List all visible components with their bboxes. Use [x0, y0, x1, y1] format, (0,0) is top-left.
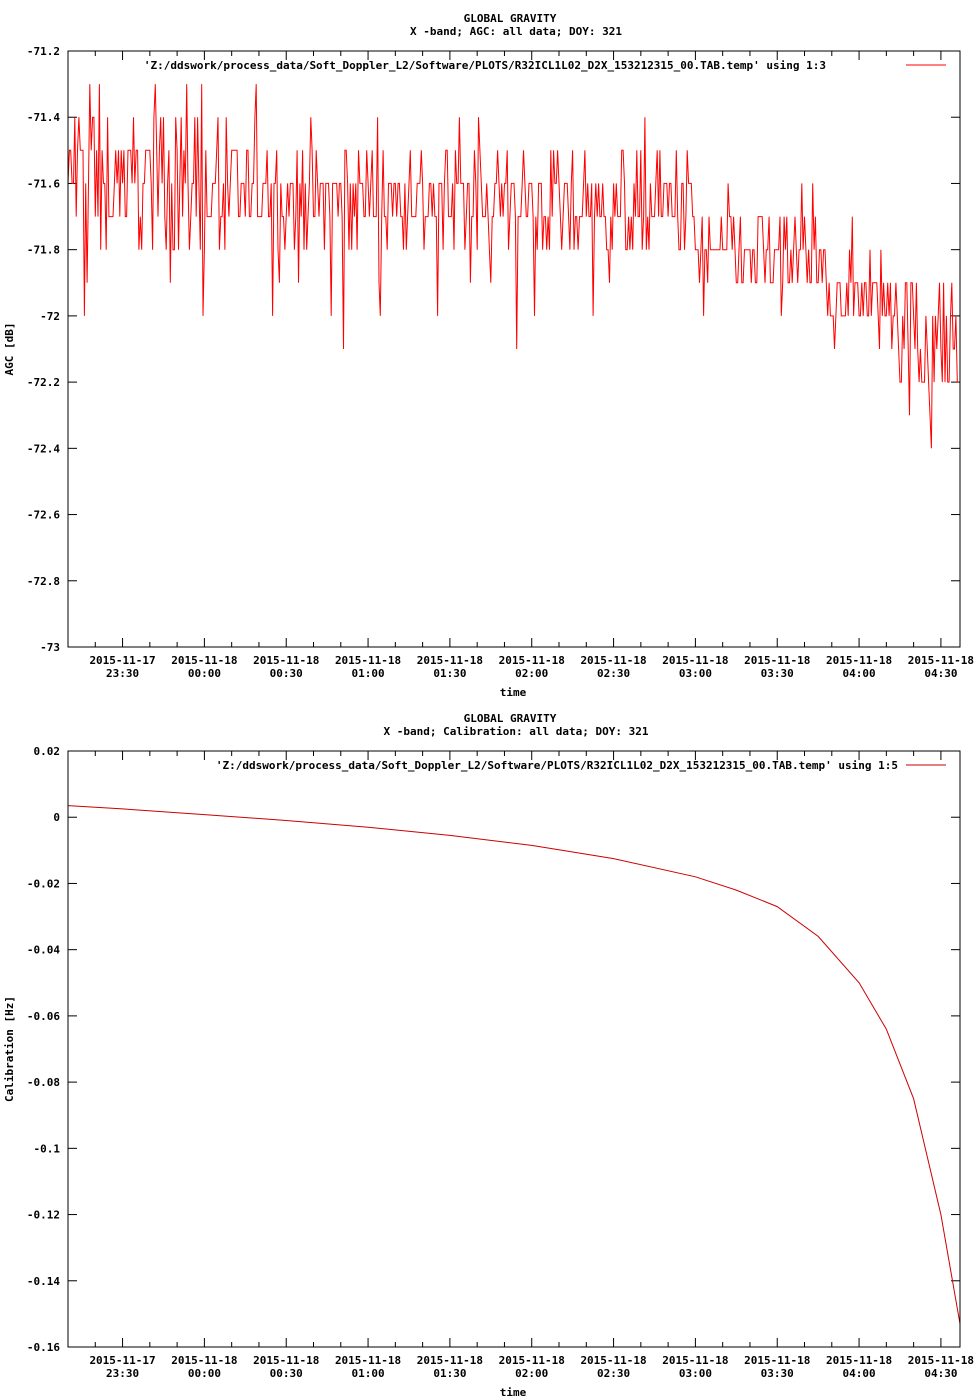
calibration-ytick-label: -0.12 [27, 1209, 60, 1222]
calibration-ytick-label: -0.06 [27, 1010, 60, 1023]
agc-xtick-time: 23:30 [106, 667, 139, 680]
calibration-xtick-time: 00:00 [188, 1367, 221, 1380]
agc-x-axis-label: time [500, 686, 527, 699]
calibration-xtick-time: 02:00 [515, 1367, 548, 1380]
agc-xtick-date: 2015-11-17 [89, 654, 155, 667]
agc-xtick-time: 04:00 [843, 667, 876, 680]
agc-ytick-label: -71.6 [27, 177, 60, 190]
agc-axis-ticks: -71.2 -71.4 -71.6 -71.8 -72 -72.2 -72.4 -72.6 -7… [27, 45, 974, 680]
agc-xtick-time: 02:00 [515, 667, 548, 680]
agc-xtick-date: 2015-11-18 [826, 654, 892, 667]
agc-xtick-time: 04:30 [924, 667, 957, 680]
calibration-xtick-date: 2015-11-17 [89, 1354, 155, 1367]
calibration-y-axis-label: Calibration [Hz] [3, 996, 16, 1102]
calibration-ytick-label: -0.04 [27, 944, 60, 957]
calibration-xtick-date: 2015-11-18 [908, 1354, 974, 1367]
agc-xtick-time: 00:00 [188, 667, 221, 680]
agc-xtick-time: 00:30 [270, 667, 303, 680]
agc-xtick-date: 2015-11-18 [335, 654, 401, 667]
calibration-xtick-time: 23:30 [106, 1367, 139, 1380]
calibration-xtick-date: 2015-11-18 [662, 1354, 728, 1367]
agc-ytick-label: -72.2 [27, 376, 60, 389]
agc-ytick-label: -71.8 [27, 244, 60, 257]
agc-xtick-date: 2015-11-18 [744, 654, 810, 667]
calibration-xtick-date: 2015-11-18 [253, 1354, 319, 1367]
agc-chart-subtitle: X -band; AGC: all data; DOY: 321 [410, 25, 622, 38]
calibration-xtick-date: 2015-11-18 [826, 1354, 892, 1367]
agc-ytick-label: -71.2 [27, 45, 60, 58]
calibration-xtick-date: 2015-11-18 [744, 1354, 810, 1367]
calibration-ytick-label: -0.14 [27, 1275, 60, 1288]
agc-ytick-label: -71.4 [27, 111, 60, 124]
calibration-xtick-time: 02:30 [597, 1367, 630, 1380]
agc-xtick-date: 2015-11-18 [662, 654, 728, 667]
agc-xtick-time: 01:00 [351, 667, 384, 680]
calibration-x-axis-label: time [500, 1386, 527, 1399]
agc-series-line [67, 84, 959, 449]
agc-plot-border [67, 50, 961, 648]
calibration-xtick-date: 2015-11-18 [417, 1354, 483, 1367]
agc-chart: GLOBAL GRAVITY X -band; AGC: all data; D… [3, 12, 974, 699]
calibration-series-line [67, 805, 961, 1324]
calibration-ytick-label: 0 [53, 811, 60, 824]
agc-legend-label: 'Z:/ddswork/process_data/Soft_Doppler_L2… [144, 59, 826, 72]
calibration-xtick-time: 03:30 [761, 1367, 794, 1380]
agc-ytick-label: -72.8 [27, 575, 60, 588]
agc-xtick-date: 2015-11-18 [580, 654, 646, 667]
calibration-chart-title: GLOBAL GRAVITY [464, 712, 557, 725]
agc-xtick-date: 2015-11-18 [253, 654, 319, 667]
agc-xtick-time: 03:00 [679, 667, 712, 680]
calibration-ytick-label: -0.1 [34, 1142, 61, 1155]
agc-xtick-date: 2015-11-18 [499, 654, 565, 667]
agc-ytick-label: -72 [40, 310, 60, 323]
calibration-xtick-time: 01:30 [433, 1367, 466, 1380]
calibration-ytick-label: -0.02 [27, 877, 60, 890]
calibration-xtick-date: 2015-11-18 [580, 1354, 646, 1367]
agc-xtick-date: 2015-11-18 [908, 654, 974, 667]
calibration-xtick-time: 01:00 [351, 1367, 384, 1380]
calibration-ytick-label: -0.16 [27, 1341, 60, 1354]
calibration-legend-label: 'Z:/ddswork/process_data/Soft_Doppler_L2… [216, 759, 898, 772]
agc-xtick-time: 03:30 [761, 667, 794, 680]
calibration-xtick-time: 04:30 [924, 1367, 957, 1380]
agc-xtick-time: 01:30 [433, 667, 466, 680]
calibration-plot-border [67, 750, 961, 1348]
agc-xtick-date: 2015-11-18 [171, 654, 237, 667]
calibration-xtick-time: 04:00 [843, 1367, 876, 1380]
agc-ytick-label: -72.4 [27, 442, 60, 455]
calibration-ytick-label: 0.02 [34, 745, 61, 758]
calibration-ytick-label: -0.08 [27, 1076, 60, 1089]
agc-ytick-label: -73 [40, 641, 60, 654]
calibration-xtick-date: 2015-11-18 [171, 1354, 237, 1367]
agc-xtick-time: 02:30 [597, 667, 630, 680]
calibration-chart-subtitle: X -band; Calibration: all data; DOY: 321 [384, 725, 649, 738]
calibration-axis-ticks: 0.02 0 -0.02 -0.04 -0.06 -0.08 -0.1 -0.12 -0.14 -… [27, 745, 974, 1380]
calibration-xtick-time: 00:30 [270, 1367, 303, 1380]
calibration-xtick-time: 03:00 [679, 1367, 712, 1380]
agc-y-axis-label: AGC [dB] [3, 323, 16, 376]
calibration-chart: GLOBAL GRAVITY X -band; Calibration: all… [3, 712, 974, 1399]
calibration-xtick-date: 2015-11-18 [499, 1354, 565, 1367]
agc-chart-title: GLOBAL GRAVITY [464, 12, 557, 25]
calibration-xtick-date: 2015-11-18 [335, 1354, 401, 1367]
agc-xtick-date: 2015-11-18 [417, 654, 483, 667]
agc-ytick-label: -72.6 [27, 509, 60, 522]
